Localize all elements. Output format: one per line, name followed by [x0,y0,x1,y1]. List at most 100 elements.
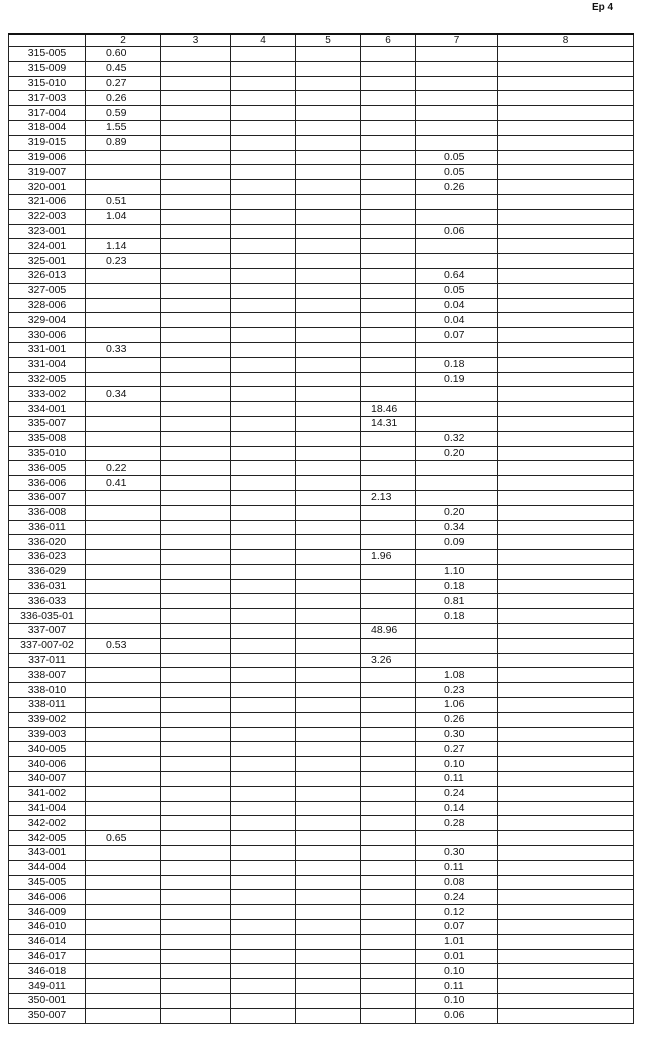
value-cell-col-2 [85,430,161,447]
value-cell-col-7: 0.64 [415,267,498,284]
value-cell-col-4 [230,356,296,373]
value-cell-col-5 [295,756,361,773]
value-cell-col-7: 1.08 [415,667,498,684]
value-cell-col-4 [230,874,296,891]
value-cell-col-3 [160,711,231,728]
row-id-cell: 331-001 [8,341,86,358]
value-cell-col-8 [497,519,634,536]
row-id-cell: 324-001 [8,238,86,255]
value-cell-col-3 [160,267,231,284]
value-cell-col-3 [160,741,231,758]
value-cell-col-8 [497,608,634,625]
value-cell-col-8 [497,726,634,743]
value-cell-col-4 [230,652,296,669]
value-cell-col-8 [497,948,634,965]
table-row: 335-008 0.32 [8,430,634,447]
value-cell-col-6 [360,208,416,225]
table-row: 326-013 0.64 [8,267,634,284]
table-row: 331-004 0.18 [8,356,634,373]
value-cell-col-6: 3.26 [360,652,416,669]
value-cell-col-8 [497,356,634,373]
value-cell-col-5 [295,549,361,565]
value-cell-col-5 [295,119,361,136]
value-cell-col-6 [360,327,416,343]
value-cell-col-4 [230,741,296,758]
value-cell-col-8 [497,445,634,462]
value-cell-col-6 [360,608,416,625]
value-cell-col-5 [295,312,361,329]
row-id-cell: 336-006 [8,475,86,491]
value-cell-col-7 [415,46,498,62]
value-cell-col-3 [160,726,231,743]
table-row: 330-006 0.07 [8,327,634,343]
table-row: 327-005 0.05 [8,282,634,299]
value-cell-col-2 [85,578,161,595]
value-cell-col-5 [295,134,361,151]
value-cell-col-4 [230,593,296,610]
row-id-cell: 335-010 [8,445,86,462]
value-cell-col-3 [160,859,231,876]
value-cell-col-2 [85,682,161,699]
value-cell-col-7 [415,549,498,565]
table-row: 332-005 0.19 [8,371,634,388]
value-cell-col-3 [160,386,231,403]
value-cell-col-5 [295,327,361,343]
value-cell-col-8 [497,327,634,343]
value-cell-col-3 [160,504,231,521]
value-cell-col-2 [85,800,161,817]
value-cell-col-5 [295,267,361,284]
value-cell-col-7 [415,623,498,639]
value-cell-col-4 [230,445,296,462]
value-cell-col-4 [230,756,296,773]
value-cell-col-2 [85,149,161,166]
value-cell-col-7: 0.07 [415,327,498,343]
value-cell-col-7 [415,238,498,255]
value-cell-col-3 [160,149,231,166]
row-id-cell: 336-005 [8,460,86,477]
value-cell-col-3 [160,193,231,210]
value-cell-col-5 [295,1007,361,1024]
row-id-cell: 342-002 [8,815,86,832]
value-cell-col-5 [295,919,361,935]
row-id-cell: 338-010 [8,682,86,699]
value-cell-col-7 [415,386,498,403]
value-cell-col-7: 0.34 [415,519,498,536]
row-id-cell: 341-004 [8,800,86,817]
table-row: 336-033 0.81 [8,593,634,610]
value-cell-col-4 [230,667,296,684]
value-cell-col-6 [360,475,416,491]
value-cell-col-8 [497,282,634,299]
value-cell-col-2: 0.22 [85,460,161,477]
value-cell-col-3 [160,948,231,965]
value-cell-col-6 [360,578,416,595]
value-cell-col-6 [360,341,416,358]
value-cell-col-8 [497,682,634,699]
value-cell-col-5 [295,445,361,462]
value-cell-col-7: 0.23 [415,682,498,699]
value-cell-col-8 [497,386,634,403]
table-row: 342-002 0.28 [8,815,634,832]
value-cell-col-5 [295,75,361,92]
value-cell-col-2 [85,859,161,876]
value-cell-col-7: 1.06 [415,697,498,713]
value-cell-col-4 [230,415,296,432]
value-cell-col-3 [160,593,231,610]
value-cell-col-7: 0.30 [415,845,498,861]
table-row: 319-006 0.05 [8,149,634,166]
value-cell-col-4 [230,785,296,802]
value-cell-col-2 [85,593,161,610]
column-header-1 [8,33,86,47]
value-cell-col-5 [295,563,361,580]
value-cell-col-5 [295,726,361,743]
value-cell-col-8 [497,134,634,151]
table-row: 340-007 0.11 [8,771,634,787]
value-cell-col-7: 1.01 [415,933,498,950]
row-id-cell: 340-007 [8,771,86,787]
value-cell-col-2: 0.33 [85,341,161,358]
value-cell-col-7: 0.18 [415,578,498,595]
value-cell-col-7: 0.08 [415,874,498,891]
value-cell-col-7 [415,134,498,151]
value-cell-col-3 [160,652,231,669]
row-id-cell: 323-001 [8,223,86,240]
value-cell-col-4 [230,208,296,225]
